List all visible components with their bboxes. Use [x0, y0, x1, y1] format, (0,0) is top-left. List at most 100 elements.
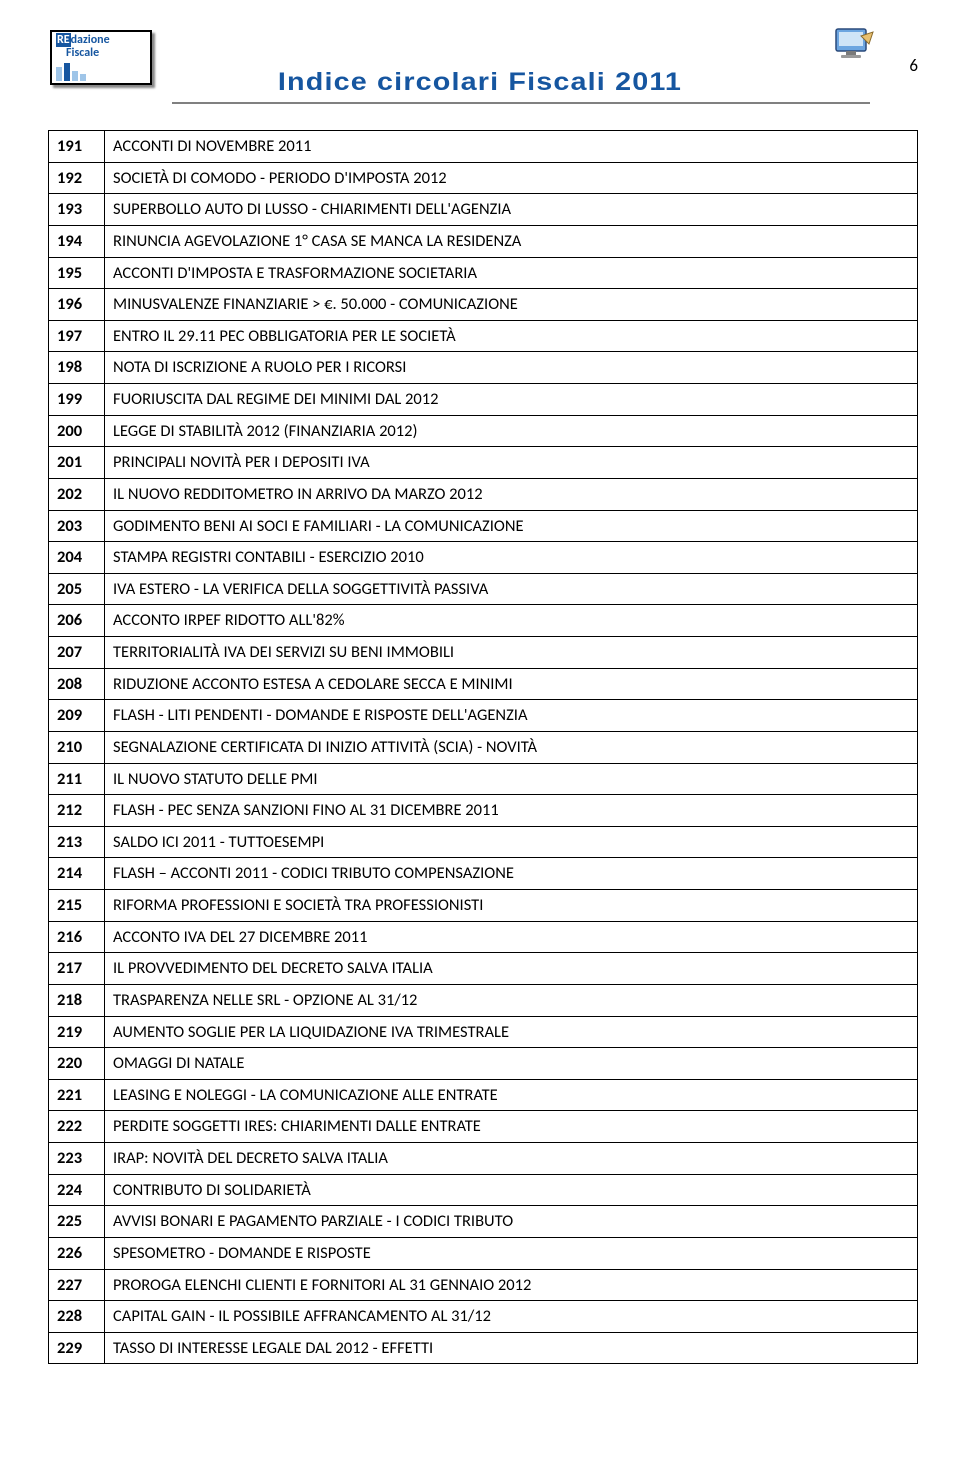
row-text: STAMPA REGISTRI CONTABILI - ESERCIZIO 20…: [105, 542, 918, 574]
table-row: 193SUPERBOLLO AUTO DI LUSSO - CHIARIMENT…: [49, 194, 918, 226]
row-number: 226: [49, 1237, 105, 1269]
row-text: IL NUOVO STATUTO DELLE PMI: [105, 763, 918, 795]
table-row: 223IRAP: NOVITÀ DEL DECRETO SALVA ITALIA: [49, 1143, 918, 1175]
title-underline: [172, 102, 870, 104]
row-number: 199: [49, 384, 105, 416]
row-text: ACCONTI DI NOVEMBRE 2011: [105, 131, 918, 163]
row-text: IL PROVVEDIMENTO DEL DECRETO SALVA ITALI…: [105, 953, 918, 985]
row-text: TRASPARENZA NELLE SRL - OPZIONE AL 31/12: [105, 984, 918, 1016]
row-number: 203: [49, 510, 105, 542]
row-text: TERRITORIALITÀ IVA DEI SERVIZI SU BENI I…: [105, 637, 918, 669]
index-table: 191ACCONTI DI NOVEMBRE 2011192SOCIETÀ DI…: [48, 130, 918, 1364]
row-text: RIDUZIONE ACCONTO ESTESA A CEDOLARE SECC…: [105, 668, 918, 700]
table-row: 197ENTRO IL 29.11 PEC OBBLIGATORIA PER L…: [49, 320, 918, 352]
row-text: MINUSVALENZE FINANZIARIE > €. 50.000 - C…: [105, 289, 918, 321]
table-row: 195ACCONTI D'IMPOSTA E TRASFORMAZIONE SO…: [49, 257, 918, 289]
row-text: OMAGGI DI NATALE: [105, 1048, 918, 1080]
table-row: 201PRINCIPALI NOVITÀ PER I DEPOSITI IVA: [49, 447, 918, 479]
row-number: 228: [49, 1301, 105, 1333]
row-text: LEGGE DI STABILITÀ 2012 (FINANZIARIA 201…: [105, 415, 918, 447]
table-row: 194RINUNCIA AGEVOLAZIONE 1° CASA SE MANC…: [49, 225, 918, 257]
row-number: 219: [49, 1016, 105, 1048]
row-number: 192: [49, 162, 105, 194]
row-text: SUPERBOLLO AUTO DI LUSSO - CHIARIMENTI D…: [105, 194, 918, 226]
table-row: 205IVA ESTERO - LA VERIFICA DELLA SOGGET…: [49, 573, 918, 605]
table-row: 225AVVISI BONARI E PAGAMENTO PARZIALE - …: [49, 1206, 918, 1238]
row-text: IRAP: NOVITÀ DEL DECRETO SALVA ITALIA: [105, 1143, 918, 1175]
table-row: 208RIDUZIONE ACCONTO ESTESA A CEDOLARE S…: [49, 668, 918, 700]
row-text: AUMENTO SOGLIE PER LA LIQUIDAZIONE IVA T…: [105, 1016, 918, 1048]
table-row: 214FLASH – ACCONTI 2011 - CODICI TRIBUTO…: [49, 858, 918, 890]
row-text: ACCONTI D'IMPOSTA E TRASFORMAZIONE SOCIE…: [105, 257, 918, 289]
row-number: 215: [49, 890, 105, 922]
row-number: 209: [49, 700, 105, 732]
table-row: 203GODIMENTO BENI AI SOCI E FAMILIARI - …: [49, 510, 918, 542]
row-text: PROROGA ELENCHI CLIENTI E FORNITORI AL 3…: [105, 1269, 918, 1301]
row-number: 224: [49, 1174, 105, 1206]
table-row: 218TRASPARENZA NELLE SRL - OPZIONE AL 31…: [49, 984, 918, 1016]
row-number: 225: [49, 1206, 105, 1238]
row-number: 208: [49, 668, 105, 700]
row-text: FUORIUSCITA DAL REGIME DEI MINIMI DAL 20…: [105, 384, 918, 416]
row-number: 223: [49, 1143, 105, 1175]
row-text: IVA ESTERO - LA VERIFICA DELLA SOGGETTIV…: [105, 573, 918, 605]
row-text: SALDO ICI 2011 - TUTTOESEMPI: [105, 826, 918, 858]
page-header: REdazione Fiscale 6 Indice circolari Fis…: [0, 0, 960, 120]
row-number: 198: [49, 352, 105, 384]
row-text: FLASH – ACCONTI 2011 - CODICI TRIBUTO CO…: [105, 858, 918, 890]
row-text: LEASING E NOLEGGI - LA COMUNICAZIONE ALL…: [105, 1079, 918, 1111]
row-text: FLASH - PEC SENZA SANZIONI FINO AL 31 DI…: [105, 795, 918, 827]
table-row: 226SPESOMETRO - DOMANDE E RISPOSTE: [49, 1237, 918, 1269]
logo-prefix: RE: [56, 33, 71, 47]
row-number: 211: [49, 763, 105, 795]
monitor-icon: [833, 26, 875, 64]
row-number: 216: [49, 921, 105, 953]
row-text: AVVISI BONARI E PAGAMENTO PARZIALE - I C…: [105, 1206, 918, 1238]
table-row: 217IL PROVVEDIMENTO DEL DECRETO SALVA IT…: [49, 953, 918, 985]
table-row: 210SEGNALAZIONE CERTIFICATA DI INIZIO AT…: [49, 731, 918, 763]
row-number: 196: [49, 289, 105, 321]
table-row: 220OMAGGI DI NATALE: [49, 1048, 918, 1080]
table-row: 198NOTA DI ISCRIZIONE A RUOLO PER I RICO…: [49, 352, 918, 384]
row-number: 200: [49, 415, 105, 447]
row-text: IL NUOVO REDDITOMETRO IN ARRIVO DA MARZO…: [105, 478, 918, 510]
row-number: 214: [49, 858, 105, 890]
table-row: 192SOCIETÀ DI COMODO - PERIODO D'IMPOSTA…: [49, 162, 918, 194]
row-text: ACCONTO IRPEF RIDOTTO ALL'82%: [105, 605, 918, 637]
row-number: 193: [49, 194, 105, 226]
row-text: PRINCIPALI NOVITÀ PER I DEPOSITI IVA: [105, 447, 918, 479]
row-number: 197: [49, 320, 105, 352]
row-text: SOCIETÀ DI COMODO - PERIODO D'IMPOSTA 20…: [105, 162, 918, 194]
table-row: 222PERDITE SOGGETTI IRES: CHIARIMENTI DA…: [49, 1111, 918, 1143]
row-number: 217: [49, 953, 105, 985]
row-number: 212: [49, 795, 105, 827]
table-row: 211IL NUOVO STATUTO DELLE PMI: [49, 763, 918, 795]
row-text: SEGNALAZIONE CERTIFICATA DI INIZIO ATTIV…: [105, 731, 918, 763]
logo-rest: dazione: [71, 33, 110, 47]
row-text: RIFORMA PROFESSIONI E SOCIETÀ TRA PROFES…: [105, 890, 918, 922]
table-row: 199FUORIUSCITA DAL REGIME DEI MINIMI DAL…: [49, 384, 918, 416]
row-number: 213: [49, 826, 105, 858]
row-number: 205: [49, 573, 105, 605]
row-number: 210: [49, 731, 105, 763]
row-text: SPESOMETRO - DOMANDE E RISPOSTE: [105, 1237, 918, 1269]
row-text: FLASH - LITI PENDENTI - DOMANDE E RISPOS…: [105, 700, 918, 732]
row-number: 194: [49, 225, 105, 257]
row-number: 195: [49, 257, 105, 289]
row-text: ACCONTO IVA DEL 27 DICEMBRE 2011: [105, 921, 918, 953]
table-row: 207TERRITORIALITÀ IVA DEI SERVIZI SU BEN…: [49, 637, 918, 669]
table-row: 219AUMENTO SOGLIE PER LA LIQUIDAZIONE IV…: [49, 1016, 918, 1048]
row-text: CONTRIBUTO DI SOLIDARIETÀ: [105, 1174, 918, 1206]
table-row: 206ACCONTO IRPEF RIDOTTO ALL'82%: [49, 605, 918, 637]
row-text: GODIMENTO BENI AI SOCI E FAMILIARI - LA …: [105, 510, 918, 542]
table-row: 213SALDO ICI 2011 - TUTTOESEMPI: [49, 826, 918, 858]
table-row: 204STAMPA REGISTRI CONTABILI - ESERCIZIO…: [49, 542, 918, 574]
row-number: 201: [49, 447, 105, 479]
table-row: 191ACCONTI DI NOVEMBRE 2011: [49, 131, 918, 163]
table-row: 227PROROGA ELENCHI CLIENTI E FORNITORI A…: [49, 1269, 918, 1301]
row-number: 207: [49, 637, 105, 669]
row-number: 202: [49, 478, 105, 510]
row-number: 206: [49, 605, 105, 637]
row-number: 218: [49, 984, 105, 1016]
table-row: 215RIFORMA PROFESSIONI E SOCIETÀ TRA PRO…: [49, 890, 918, 922]
